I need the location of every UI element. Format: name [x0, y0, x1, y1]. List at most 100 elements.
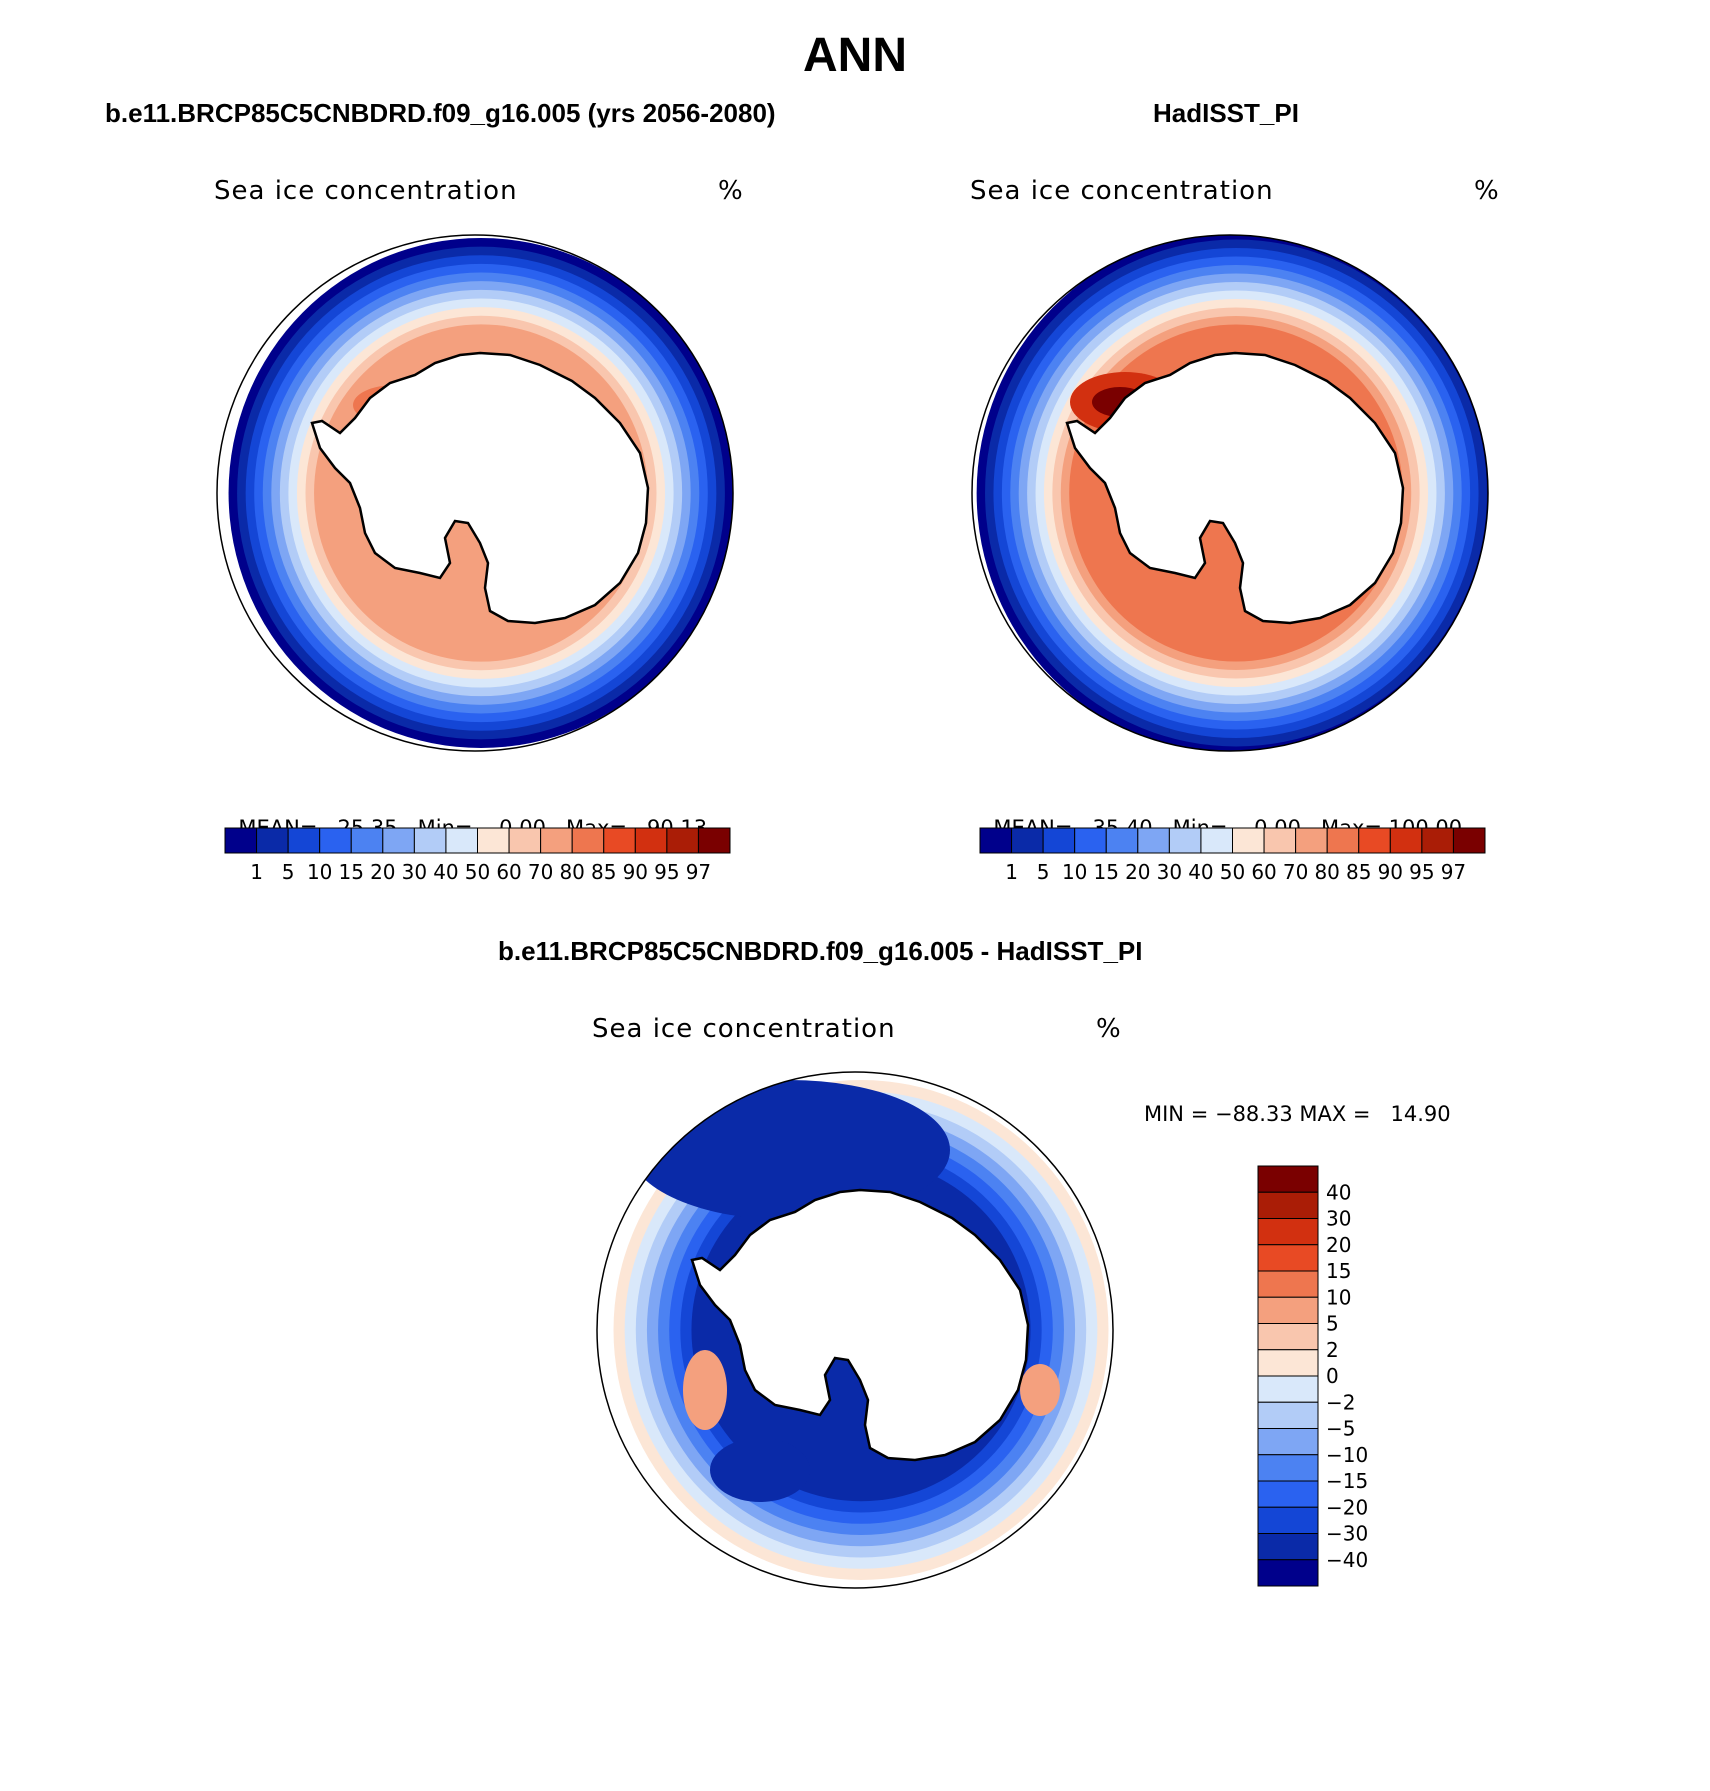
model-colorbar-box: [256, 827, 289, 854]
diff-colorbar-box: [1257, 1375, 1319, 1403]
diff-colorbar-tick-label: 20: [1326, 1233, 1351, 1257]
obs-colorbar-tick-label: 20: [1125, 860, 1150, 884]
diff-colorbar-tick-label: −20: [1326, 1495, 1368, 1519]
obs-colorbar-tick-label: 50: [1220, 860, 1245, 884]
model-polar-map: [216, 234, 734, 752]
diff-minmax: MIN = −88.33 MAX = 14.90: [1144, 1102, 1451, 1126]
model-colorbar-tick-label: 50: [465, 860, 490, 884]
diff-colorbar-tick-label: −10: [1326, 1443, 1368, 1467]
diff-colorbar-box: [1257, 1559, 1319, 1587]
model-colorbar-tick-label: 90: [623, 860, 648, 884]
obs-polar-map: [971, 234, 1489, 752]
model-colorbar-tick-label: 5: [282, 860, 295, 884]
diff-colorbar-tick-label: −15: [1326, 1469, 1368, 1493]
model-colorbar-box: [477, 827, 510, 854]
obs-colorbar-tick-label: 85: [1346, 860, 1371, 884]
diff-colorbar-box: [1257, 1454, 1319, 1482]
obs-colorbar-tick-label: 1: [1005, 860, 1018, 884]
diff-colorbar-box: [1257, 1533, 1319, 1561]
obs-colorbar-box: [1421, 827, 1454, 854]
model-colorbar-box: [697, 827, 731, 854]
diff-colorbar-tick-label: 30: [1326, 1207, 1351, 1231]
model-colorbar-box: [319, 827, 352, 854]
diff-colorbar-box: [1257, 1428, 1319, 1456]
model-colorbar-box: [540, 827, 573, 854]
diff-colorbar-tick-label: 40: [1326, 1180, 1351, 1204]
diff-colorbar-box: [1257, 1349, 1319, 1377]
model-colorbar-box: [287, 827, 321, 854]
diff-colorbar-box: [1257, 1165, 1319, 1193]
obs-colorbar-box: [979, 827, 1013, 854]
diff-colorbar-box: [1257, 1270, 1319, 1298]
obs-colorbar-box: [1232, 827, 1265, 854]
model-colorbar-tick-label: 80: [559, 860, 584, 884]
diff-colorbar-tick-label: −40: [1326, 1548, 1368, 1572]
obs-colorbar-box: [1137, 827, 1170, 854]
diff-colorbar-box: [1257, 1323, 1319, 1351]
model-variable-label: Sea ice concentration: [214, 176, 518, 206]
diff-colorbar-tick-label: −2: [1326, 1390, 1355, 1414]
model-colorbar-box: [350, 827, 384, 854]
model-colorbar-tick-label: 70: [528, 860, 553, 884]
diff-variable-label: Sea ice concentration: [592, 1014, 896, 1044]
obs-colorbar-box: [1263, 827, 1297, 854]
model-colorbar-box: [571, 827, 605, 854]
model-colorbar-box: [224, 827, 258, 854]
diff-colorbar-tick-label: −5: [1326, 1417, 1355, 1441]
model-units-label: %: [718, 176, 744, 206]
diff-surplus-band: [1020, 1364, 1060, 1416]
model-colorbar-box: [382, 827, 415, 854]
model-colorbar-tick-label: 15: [339, 860, 364, 884]
obs-colorbar-box: [1074, 827, 1107, 854]
obs-panel-title: HadISST_PI: [1153, 98, 1299, 128]
model-colorbar-box: [666, 827, 699, 854]
model-colorbar: 1 5 10 15 20 30 40 50 60 70 80 85 90 95 97: [224, 827, 731, 884]
obs-variable-label: Sea ice concentration: [970, 176, 1274, 206]
model-colorbar-tick-label: 40: [433, 860, 458, 884]
obs-colorbar-tick-label: 97: [1441, 860, 1466, 884]
diff-deficit-band: [710, 1438, 810, 1502]
diff-colorbar-box: [1257, 1296, 1319, 1324]
obs-colorbar-box: [1452, 827, 1486, 854]
model-panel-title: b.e11.BRCP85C5CNBDRD.f09_g16.005 (yrs 20…: [105, 98, 776, 128]
model-colorbar-tick-label: 60: [496, 860, 521, 884]
diff-colorbar-box: [1257, 1218, 1319, 1246]
diff-colorbar-tick-label: 15: [1326, 1259, 1351, 1283]
obs-colorbar-tick-label: 10: [1062, 860, 1087, 884]
obs-colorbar-tick-label: 15: [1094, 860, 1119, 884]
obs-colorbar-box: [1105, 827, 1139, 854]
model-colorbar-tick-label: 10: [307, 860, 332, 884]
model-colorbar-tick-label: 1: [250, 860, 263, 884]
obs-colorbar-tick-label: 30: [1157, 860, 1182, 884]
diff-colorbar-tick-label: 0: [1326, 1364, 1339, 1388]
obs-colorbar-box: [1042, 827, 1076, 854]
obs-colorbar-tick-label: 40: [1188, 860, 1213, 884]
obs-colorbar-tick-label: 60: [1251, 860, 1276, 884]
diff-colorbar-box: [1257, 1191, 1319, 1219]
model-colorbar-tick-label: 85: [591, 860, 616, 884]
model-colorbar-box: [634, 827, 668, 854]
diff-panel-title: b.e11.BRCP85C5CNBDRD.f09_g16.005 - HadIS…: [498, 936, 1143, 966]
model-colorbar-tick-label: 20: [370, 860, 395, 884]
obs-colorbar-tick-label: 95: [1409, 860, 1434, 884]
obs-colorbar-box: [1168, 827, 1202, 854]
model-colorbar-tick-label: 30: [402, 860, 427, 884]
page-title: ANN: [803, 29, 907, 82]
diff-colorbar-box: [1257, 1244, 1319, 1272]
obs-colorbar-box: [1326, 827, 1360, 854]
obs-colorbar-box: [1295, 827, 1328, 854]
obs-colorbar-box: [1200, 827, 1233, 854]
model-map-border: [216, 234, 734, 752]
obs-colorbar-tick-label: 5: [1037, 860, 1050, 884]
obs-units-label: %: [1474, 176, 1500, 206]
diff-colorbar-tick-label: 10: [1326, 1285, 1351, 1309]
obs-colorbar-tick-label: 80: [1314, 860, 1339, 884]
obs-map-border: [971, 234, 1489, 752]
diff-colorbar-tick-label: −30: [1326, 1522, 1368, 1546]
diff-colorbar-box: [1257, 1506, 1319, 1534]
model-colorbar-box: [508, 827, 542, 854]
obs-colorbar: 1 5 10 15 20 30 40 50 60 70 80 85 90 95 97: [979, 827, 1486, 884]
diff-polar-map: [596, 1071, 1114, 1589]
